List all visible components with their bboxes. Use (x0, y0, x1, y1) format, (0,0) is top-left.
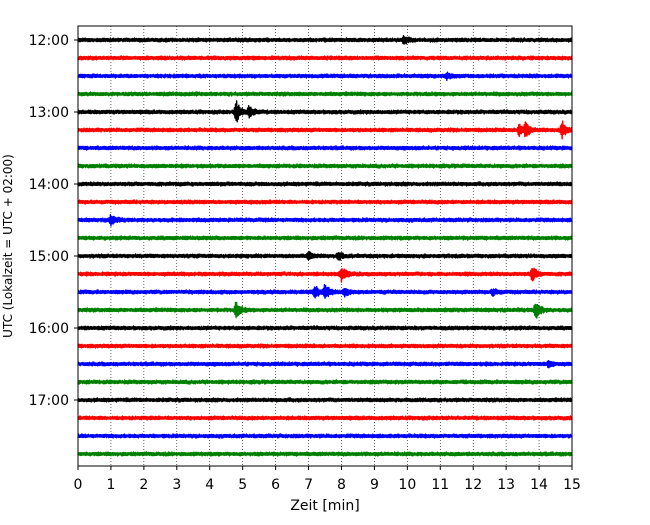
x-tick-label-15: 15 (563, 477, 581, 493)
y-axis-label: UTC (Lokalzeit = UTC + 02:00) (1, 154, 15, 338)
trace-1630 (77, 359, 573, 369)
trace-1345 (77, 163, 573, 169)
x-tick-label-6: 6 (271, 477, 280, 493)
x-tick-label-5: 5 (238, 477, 247, 493)
y-tick-label-13:00: 13:00 (29, 105, 69, 121)
trace-1600 (77, 325, 573, 331)
trace-1230 (77, 71, 573, 81)
trace-1300 (77, 100, 573, 123)
x-tick-label-11: 11 (431, 477, 449, 493)
trace-1715 (77, 415, 573, 421)
y-tick-label-14:00: 14:00 (29, 177, 69, 193)
trace-1500 (77, 250, 573, 261)
trace-1430 (77, 214, 573, 227)
trace-1215 (77, 55, 573, 61)
trace-1200 (77, 34, 573, 45)
trace-1415 (77, 199, 573, 205)
x-tick-label-1: 1 (106, 477, 115, 493)
x-axis-label: Zeit [min] (290, 498, 359, 514)
x-tick-label-3: 3 (172, 477, 181, 493)
y-tick-label-12:00: 12:00 (29, 33, 69, 49)
x-tick-label-4: 4 (205, 477, 214, 493)
trace-1615 (77, 343, 573, 349)
trace-1530 (77, 283, 573, 299)
y-tick-label-17:00: 17:00 (29, 393, 69, 409)
trace-layer (77, 34, 573, 457)
x-tick-label-0: 0 (74, 477, 83, 493)
x-tick-label-7: 7 (304, 477, 313, 493)
trace-1515 (77, 267, 573, 283)
y-tick-layer: 12:00 13:00 14:00 15:00 16:00 17:00 (29, 33, 78, 409)
trace-1315 (77, 120, 573, 140)
trace-1445 (77, 235, 573, 241)
y-tick-label-15:00: 15:00 (29, 249, 69, 265)
trace-1545 (77, 301, 573, 319)
x-tick-layer: 0 1 2 3 4 5 6 7 8 9 10 11 12 13 14 15 (74, 466, 581, 493)
trace-1330 (77, 145, 573, 151)
x-tick-label-13: 13 (497, 477, 515, 493)
trace-1400 (77, 181, 573, 187)
x-tick-label-10: 10 (398, 477, 416, 493)
trace-1245 (77, 91, 573, 97)
plot-frame (77, 25, 573, 467)
x-tick-label-2: 2 (139, 477, 148, 493)
x-tick-label-9: 9 (370, 477, 379, 493)
x-tick-label-14: 14 (530, 477, 548, 493)
x-tick-label-8: 8 (337, 477, 346, 493)
trace-1745 (77, 451, 573, 457)
trace-1730 (77, 433, 573, 439)
y-tick-label-16:00: 16:00 (29, 321, 69, 337)
x-tick-label-12: 12 (464, 477, 482, 493)
trace-1700 (77, 397, 573, 403)
trace-1645 (77, 379, 573, 385)
